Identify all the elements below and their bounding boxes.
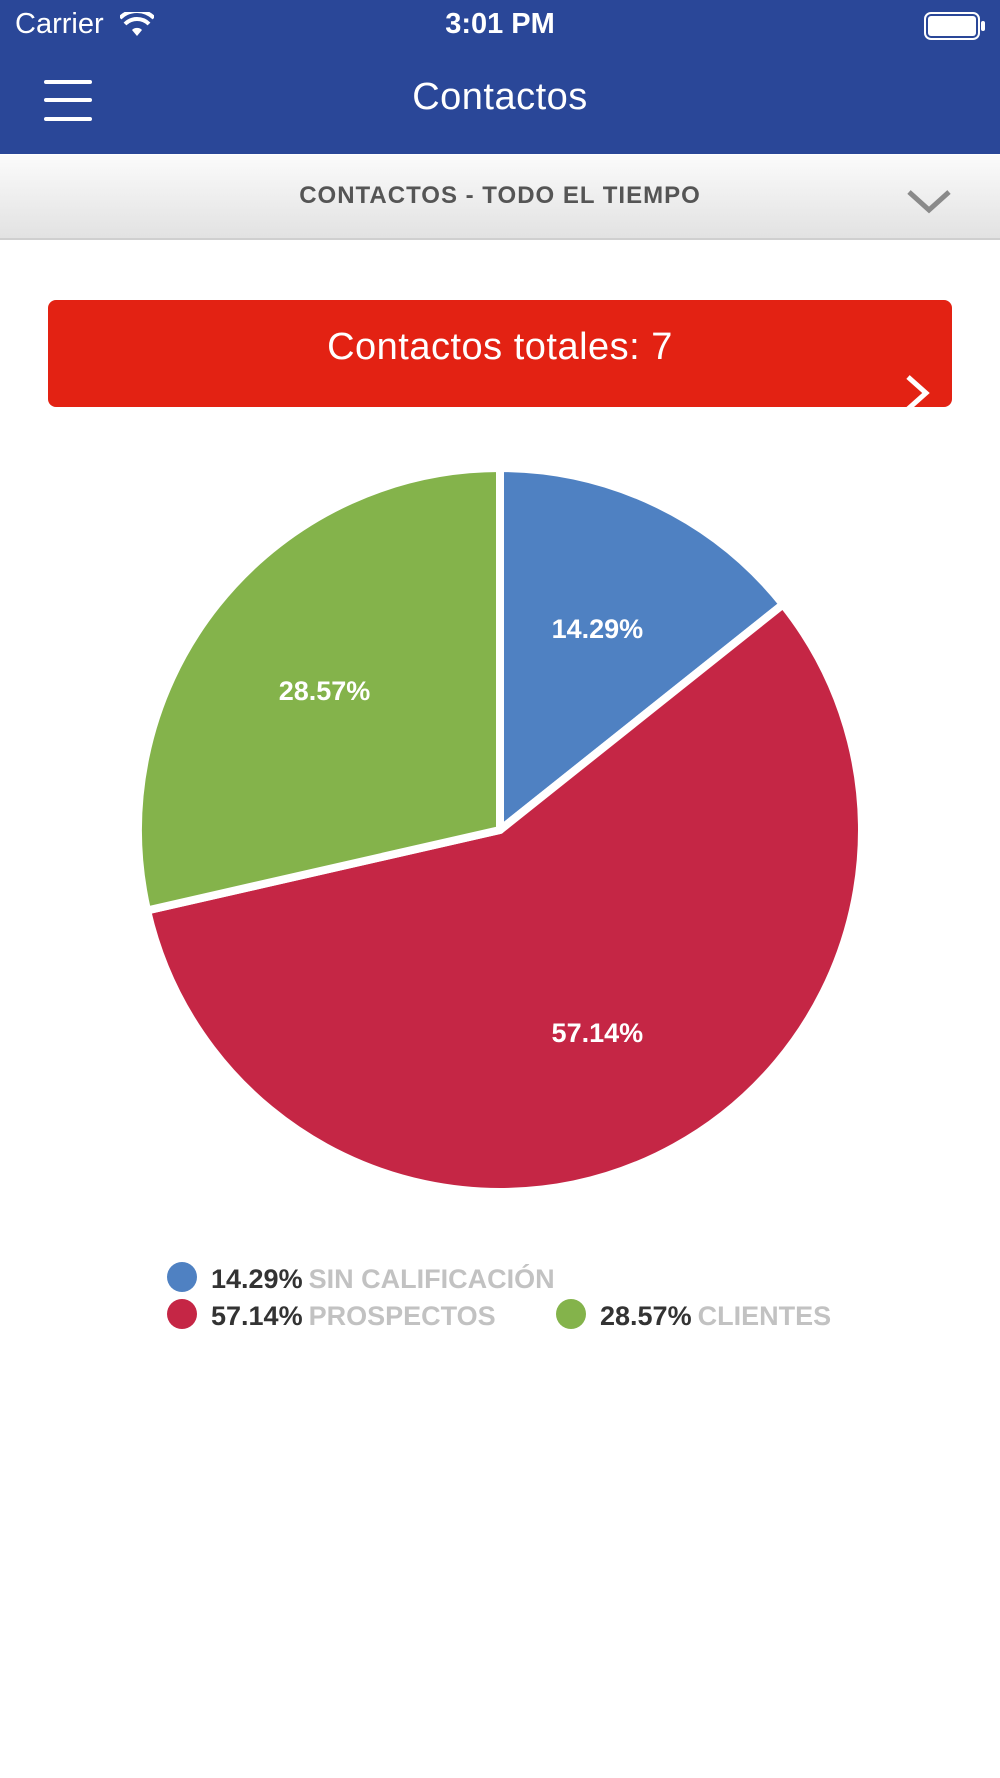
pie-slice-prospectos[interactable] [143, 600, 866, 1196]
pie-slice-clientes[interactable] [134, 464, 504, 915]
total-contacts-text: Contactos totales: 7 [327, 326, 673, 368]
legend-percentage: 28.57% [600, 1301, 692, 1331]
legend-item: 57.14% Prospectos [167, 1299, 496, 1332]
page-title: Contactos [412, 76, 588, 118]
legend-label: Sin calificación [308, 1264, 555, 1294]
hamburger-icon-line [44, 80, 92, 84]
carrier-label: Carrier [15, 8, 104, 40]
legend-item: 14.29% Sin calificación [167, 1262, 555, 1295]
chevron-down-icon[interactable] [905, 186, 953, 216]
period-filter-label: CONTACTOS - TODO EL TIEMPO [299, 182, 701, 209]
pie-slice-label: 57.14% [552, 1018, 644, 1048]
legend-label: Clientes [697, 1301, 832, 1331]
chevron-right-icon[interactable] [902, 373, 932, 413]
legend-color-dot [167, 1299, 197, 1329]
legend-item: 28.57% Clientes [556, 1299, 831, 1332]
pie-slice-label: 14.29% [552, 614, 644, 644]
hamburger-icon-line [44, 117, 92, 121]
pie-slice-label: 28.57% [279, 676, 371, 706]
legend-percentage: 57.14% [211, 1301, 303, 1331]
legend-label: Prospectos [308, 1301, 496, 1331]
menu-button[interactable] [40, 76, 96, 126]
hamburger-icon-line [44, 98, 92, 102]
status-bar: Carrier 3:01 PM [0, 0, 1000, 50]
total-contacts-banner[interactable]: Contactos totales: 7 [48, 300, 952, 407]
legend-color-dot [556, 1299, 586, 1329]
status-time: 3:01 PM [445, 8, 555, 40]
legend-percentage: 14.29% [211, 1264, 303, 1294]
legend-color-dot [167, 1262, 197, 1292]
nav-bar: Contactos [0, 50, 1000, 154]
wifi-icon [120, 12, 154, 36]
battery-icon [924, 12, 985, 40]
period-filter-dropdown[interactable]: CONTACTOS - TODO EL TIEMPO [0, 155, 1000, 240]
pie-slice-sin-calificaci-n[interactable] [496, 464, 788, 834]
